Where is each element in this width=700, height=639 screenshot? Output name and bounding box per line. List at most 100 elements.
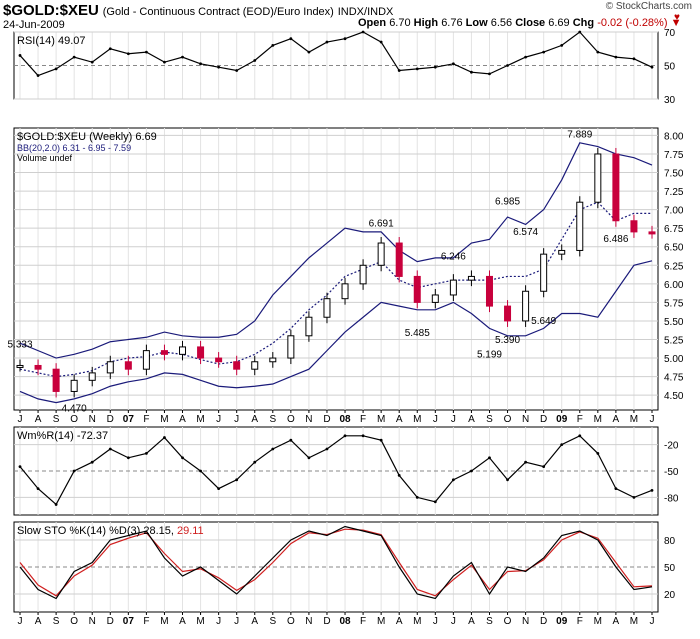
volume-legend: Volume undef [17,153,73,163]
heart-icon[interactable]: ♥ [674,12,680,23]
x-tick-label: D [540,616,547,627]
price-annotation: 4.470 [62,403,87,414]
stochastic-d-value: 29.11 [177,525,204,537]
rsi-point [199,62,202,66]
x-tick-label: M [594,414,602,425]
williams-point [36,487,40,490]
price-annotation: 6.486 [603,234,628,245]
x-tick-label: M [196,414,204,425]
price-panel [13,127,659,411]
x-tick-label: O [70,616,78,627]
candle-body [467,275,475,281]
williams-point [542,465,546,468]
x-tick-label: S [269,414,276,425]
candle-body [558,249,566,255]
rsi-point [596,50,600,54]
candle-body [52,368,60,392]
y-tick-label: 4.50 [664,391,684,402]
x-tick-label: N [89,414,96,425]
y-tick-label: 20 [664,590,676,601]
x-tick-label: S [53,616,60,627]
williams-point [524,460,527,464]
williams-point [614,487,618,490]
candle-body [88,372,96,381]
x-tick-label: M [377,616,385,627]
rsi-point [325,40,329,44]
rsi-point [578,30,582,34]
candle-body [34,364,42,370]
x-tick-label: D [107,616,114,627]
x-tick-label: M [630,616,638,627]
x-tick-label: D [540,414,547,425]
y-tick-label: 30 [664,95,676,106]
x-tick-label: M [594,616,602,627]
x-tick-label: S [269,616,276,627]
price-annotation: 7.889 [567,130,592,141]
x-tick-label: A [396,616,403,627]
rsi-point [650,65,654,69]
x-tick-label: J [234,414,239,425]
rsi-point [90,60,94,64]
williams-point [126,456,130,460]
williams-point [271,447,275,451]
x-tick-label: A [251,414,258,425]
y-tick-label: 6.00 [664,280,684,291]
rsi-point [126,52,130,56]
rsi-point [506,64,509,67]
candle-body [197,346,205,359]
williams-point [506,478,509,482]
price-legend: $GOLD:$XEU (Weekly) 6.69 [17,131,157,143]
williams-point [451,478,455,482]
candle-body [251,361,259,370]
candle-body [233,361,241,370]
candle-body [431,294,439,303]
candle-body [485,275,493,307]
williams-line [19,435,653,506]
x-tick-label: J [216,414,221,425]
candle-body [395,242,403,277]
y-tick-label: 5.75 [664,298,684,309]
y-tick-label: 5.25 [664,336,684,347]
y-tick-label: -50 [664,467,679,478]
candle-body [594,153,602,203]
x-tick-label: O [287,616,295,627]
rsi-point [560,44,564,47]
candle-body [106,361,114,374]
y-tick-label: 70 [664,28,676,39]
williams-point [415,496,419,499]
rsi-point [217,65,221,69]
price-annotation: 5.649 [531,316,556,327]
stochastic-k-line [19,525,653,600]
candle-body [377,242,385,266]
williams-point [397,474,401,477]
rsi-point [54,67,58,71]
y-tick-label: -80 [664,493,679,504]
x-tick-label: N [305,616,312,627]
x-tick-label: F [360,616,366,627]
change-value: -0.02 (-0.28%) [597,17,668,29]
close-value: 6.69 [548,17,570,29]
y-tick-label: 5.00 [664,354,684,365]
williams-point [343,434,347,438]
y-tick-label: 6.50 [664,243,684,254]
x-tick-label: D [323,414,330,425]
stochastic-legend: Slow STO %K(14) %D(3) 28.15, 29.11 [17,525,204,537]
down-triangle-icon: ▼ [670,17,682,29]
williams-point [307,456,311,460]
exchange: INDX/INDX [337,6,394,18]
stochastic-d-line [19,528,653,597]
rsi-point [235,69,239,72]
candle-body [341,283,349,300]
candle-body [70,379,78,392]
y-tick-label: 8.00 [664,131,684,142]
symbol-description: (Gold - Continuous Contract (EOD)/Euro I… [102,6,334,18]
x-tick-label: A [468,616,475,627]
candle-body [648,231,656,235]
x-tick-label: A [396,414,403,425]
stochastic-k-value: Slow STO %K(14) %D(3) 28.15, [17,525,177,537]
x-tick-label: S [486,414,493,425]
williams-point [433,500,437,504]
y-tick-label: 6.25 [664,261,684,272]
x-tick-label: M [160,616,168,627]
